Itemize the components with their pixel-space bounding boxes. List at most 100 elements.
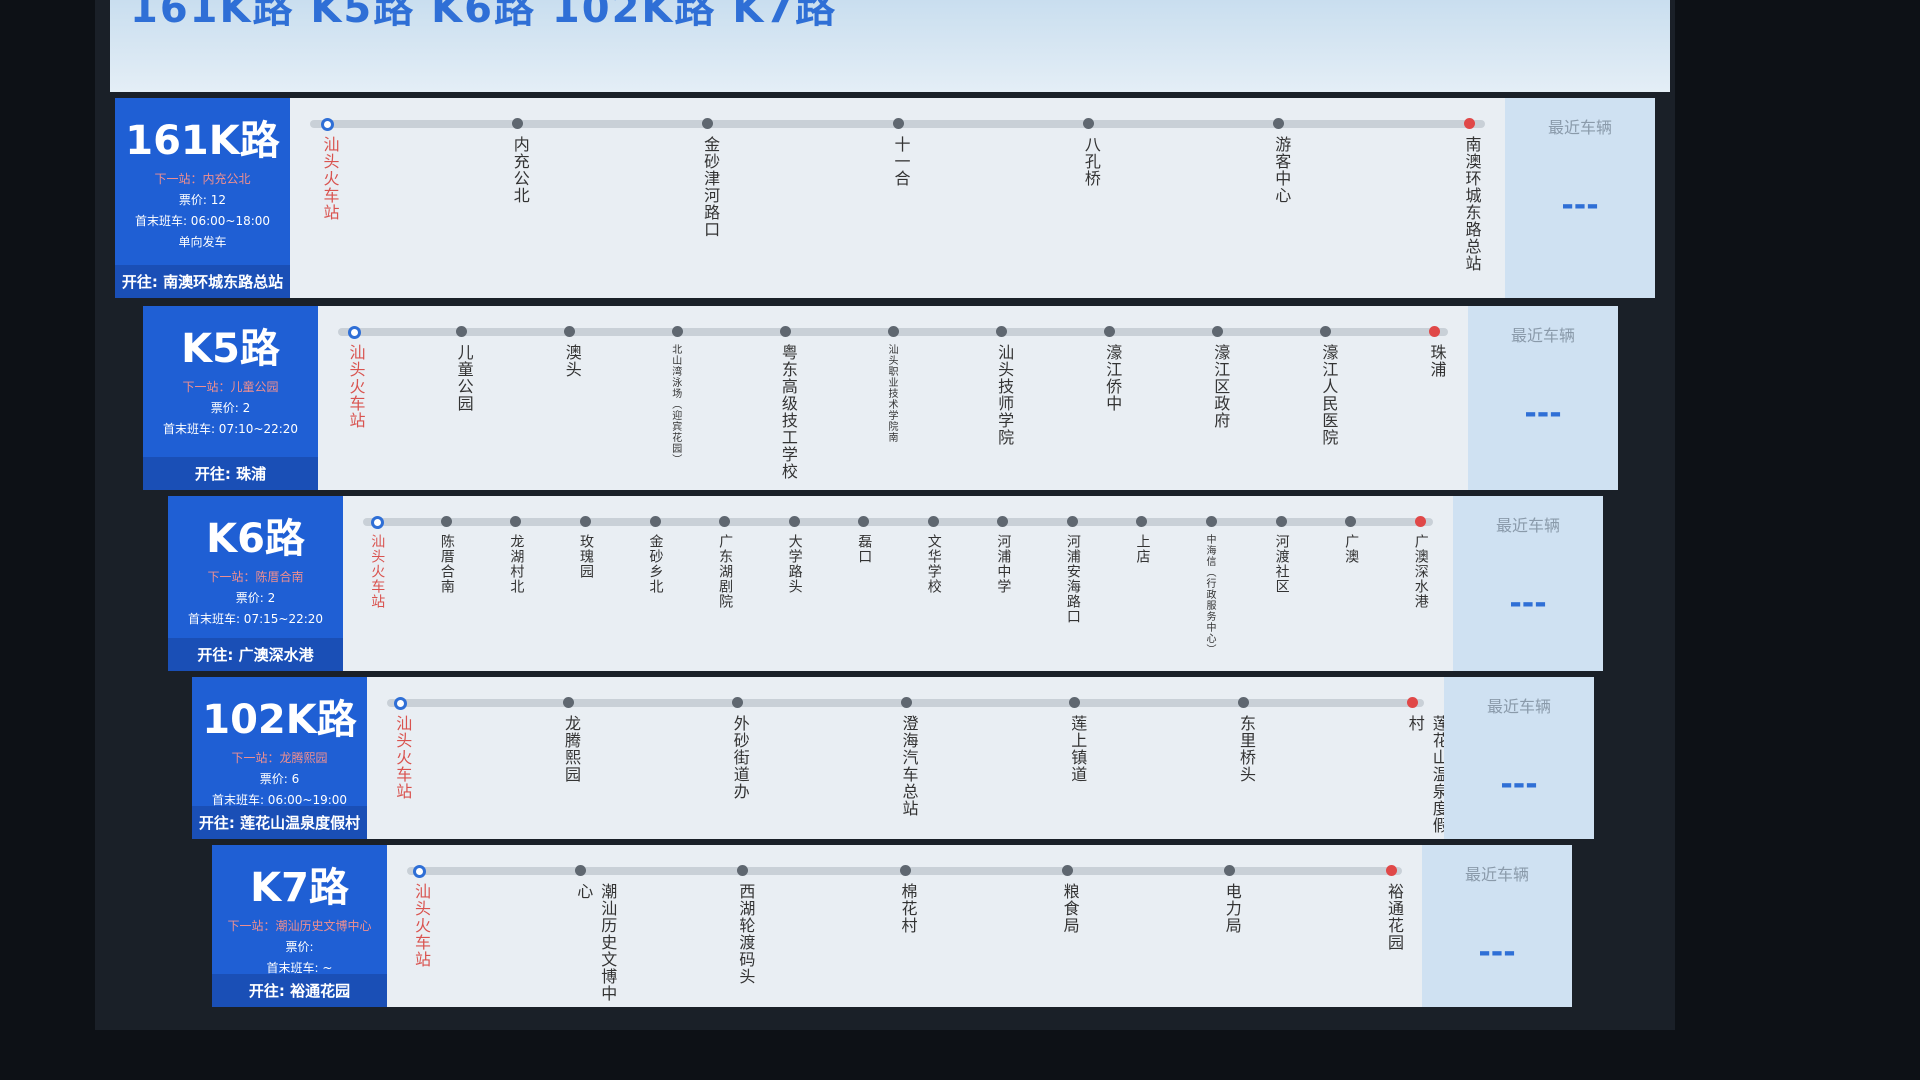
header-title: 161K路 K5路 K6路 102K路 K7路 [130,0,838,32]
stop-name: 棉花村 [898,883,918,934]
stop-dot [899,865,911,876]
route-row: K5路 下一站：儿童公园 票价: 2 首末班车: 07:10~22:20 开往: 珠浦汕… [143,306,1618,490]
stop-dot [731,697,743,708]
stop-name: 广澳深水港 [1412,534,1429,609]
stop-dot [900,697,912,708]
fare: 票价: 6 [259,772,300,786]
stop-name: 八孔桥 [1081,136,1101,187]
stop-name: 金砂津河路口 [701,136,721,238]
next-stop: 下一站：陈厝合南 [207,570,304,584]
stop-dot [1414,516,1426,527]
stop-dot [1136,516,1148,527]
stop-dot [788,516,800,527]
header: 161K路 K5路 K6路 102K路 K7路 [110,0,1670,92]
nearest-value: --- [1500,767,1538,802]
route-info: K5路 下一站：儿童公园 票价: 2 首末班车: 07:10~22:20 开往: 珠浦 [143,306,318,490]
stop-name: 潮汕历史文博中心 [574,883,618,1002]
route-row: K7路 下一站：潮汕历史文博中心 票价: 首末班车: ~ 开往: 裕通花园 汕头火车站 潮汕… [212,845,1572,1007]
stop-name: 广东湖剧院 [717,534,734,609]
next-stop: 下一站：儿童公园 [182,380,279,394]
stop-dot [440,516,452,527]
stop-dot [1385,865,1397,876]
stop-dot [511,118,523,129]
destination: 开往: 珠浦 [143,457,318,490]
stop-name: 龙腾熙园 [562,715,582,783]
stop-name: 澳头 [562,344,582,378]
stop-dot [321,118,335,131]
stop-name: 玫瑰园 [577,534,594,579]
stop-dot [892,118,904,129]
stop-name: 汕头火车站 [369,534,386,609]
stop-dot [1273,118,1285,129]
stop-name: 汕头火车站 [320,136,340,221]
stop-name: 汕头火车站 [346,344,366,429]
fare: 票价: 12 [178,193,227,207]
next-stop: 下一站：潮汕历史文博中心 [227,919,372,933]
route-info: 161K路 下一站：内充公北 票价: 12 首末班车: 06:00~18:00 单向发车… [115,98,290,298]
fare: 票价: 2 [210,401,251,415]
route-name: K6路 [206,516,305,562]
stop-dot [719,516,731,527]
stop-name: 北山湾泳场（迎宾花园） [669,344,681,465]
stop-track: 汕头火车站 潮汕历史文博中心 西湖轮渡码头 棉花村 粮食局 电力局 裕通花园 [387,845,1422,1007]
stop-dot [1237,697,1249,708]
stop-name: 汕头火车站 [393,715,413,800]
nearest-vehicle: 最近车辆 --- [1422,845,1572,1007]
stop-name: 汕头技师学院 [995,344,1015,446]
nearest-label: 最近车辆 [1495,516,1560,535]
next-stop: 下一站：内充公北 [154,172,251,186]
stop-dot [702,118,714,129]
stop-name: 濠江区政府 [1211,344,1231,429]
stop-name: 陈厝合南 [438,534,455,594]
stop-track: 汕头火车站 陈厝合南 龙湖村北 玫瑰园 金砂乡北 广东湖剧院 大学路头 磊口 文华学校 河浦中学 河… [343,496,1453,671]
stop-name: 濠江侨中 [1103,344,1123,412]
stop-dot [996,326,1008,337]
stop-name: 珠浦 [1427,344,1447,378]
stop-name: 河渡社区 [1273,534,1290,594]
stop-dot [1104,326,1116,337]
stop-name: 中海信（行政服务中心） [1204,534,1216,655]
stop-dot [1320,326,1332,337]
destination: 开往: 南澳环城东路总站 [115,265,290,298]
service-hours: 首末班车: 07:10~22:20 [162,422,299,436]
destination: 开往: 莲花山温泉度假村 [192,806,367,839]
fare: 票价: 2 [235,591,276,605]
stop-dot [1066,516,1078,527]
route-info: K7路 下一站：潮汕历史文博中心 票价: 首末班车: ~ 开往: 裕通花园 [212,845,387,1007]
nearest-vehicle: 最近车辆 --- [1444,677,1594,839]
route-row: 161K路 下一站：内充公北 票价: 12 首末班车: 06:00~18:00 单向发车… [115,98,1655,298]
route-name: 102K路 [202,697,357,743]
nearest-value: --- [1561,188,1599,223]
stop-track: 汕头火车站 儿童公园 澳头 北山湾泳场（迎宾花园） 粤东高级技工学校 汕头职业技术学院南 汕… [318,306,1468,490]
stop-dot [1275,516,1287,527]
nearest-vehicle: 最近车辆 --- [1505,98,1655,298]
stop-name: 龙湖村北 [508,534,525,594]
nearest-label: 最近车辆 [1486,697,1551,716]
stop-dot [394,697,408,710]
stop-dot [413,865,427,878]
stop-dot [927,516,939,527]
stop-dot [1061,865,1073,876]
stop-name: 广澳 [1343,534,1360,564]
nearest-label: 最近车辆 [1547,118,1612,137]
stop-name: 大学路头 [786,534,803,594]
stop-dot [1082,118,1094,129]
stop-dot [563,697,575,708]
service-hours: 首末班车: ~ [266,961,333,975]
stop-name: 外砂街道办 [730,715,750,800]
nearest-label: 最近车辆 [1464,865,1529,884]
stop-dot [737,865,749,876]
stop-name: 南澳环城东路总站 [1462,136,1482,272]
stop-dot [563,326,575,337]
stop-name: 十一合 [891,136,911,187]
stop-dot [649,516,661,527]
stop-dot [1212,326,1224,337]
route-name: K7路 [250,865,349,911]
stop-name: 濠江人民医院 [1319,344,1339,446]
next-stop: 下一站：龙腾熙园 [231,751,328,765]
route-row: K6路 下一站：陈厝合南 票价: 2 首末班车: 07:15~22:20 开往: 广澳深… [168,496,1603,671]
stop-dot [510,516,522,527]
